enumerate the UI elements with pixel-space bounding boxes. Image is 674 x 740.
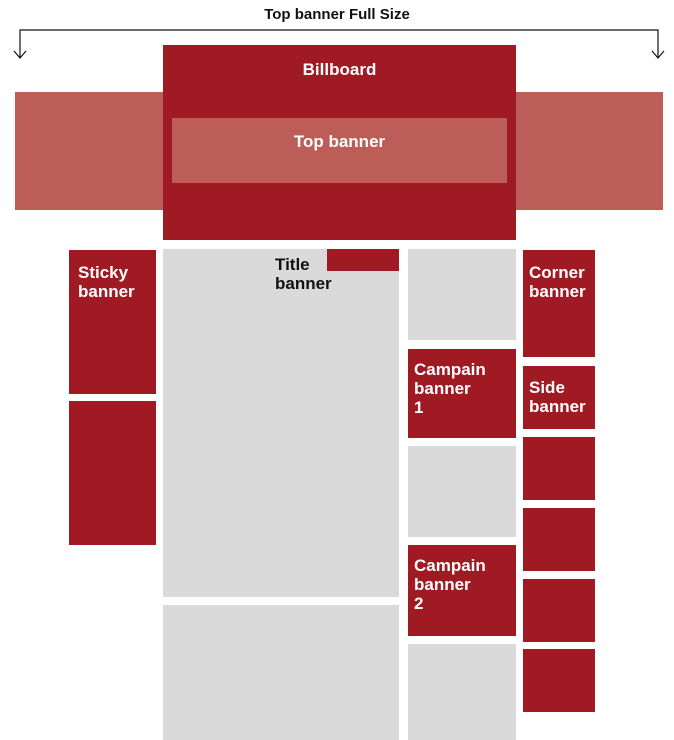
content-block-c (408, 644, 516, 740)
campaign-banner-2: Campain banner 2 (408, 545, 516, 636)
side-banner-slot (523, 437, 595, 500)
main-content-block-2 (163, 605, 399, 740)
content-block-b (408, 446, 516, 537)
side-banner-slot (523, 649, 595, 712)
sticky-banner-2 (69, 401, 156, 545)
sticky-banner-label: Sticky banner (78, 263, 135, 301)
content-block-a (408, 249, 516, 340)
full-size-title: Top banner Full Size (264, 6, 410, 23)
title-banner-label: Title banner (275, 255, 332, 293)
campaign-banner-1: Campain banner 1 (408, 349, 516, 438)
corner-banner-label: Corner banner (529, 263, 586, 301)
sticky-banner: Sticky banner (69, 250, 156, 394)
top-banner: Top banner (172, 118, 507, 183)
campaign-banner-1-label: Campain banner 1 (414, 360, 486, 417)
title-banner (327, 249, 399, 271)
billboard-label: Billboard (302, 60, 377, 79)
side-banner-slot (523, 579, 595, 642)
campaign-banner-2-label: Campain banner 2 (414, 556, 486, 613)
top-banner-label: Top banner (293, 132, 386, 151)
main-content-block (163, 249, 399, 597)
side-banner-slot (523, 508, 595, 571)
corner-banner: Corner banner (523, 250, 595, 357)
side-banner: Side banner (523, 366, 595, 429)
full-width-arrow (13, 29, 665, 59)
side-banner-label: Side banner (529, 378, 586, 416)
